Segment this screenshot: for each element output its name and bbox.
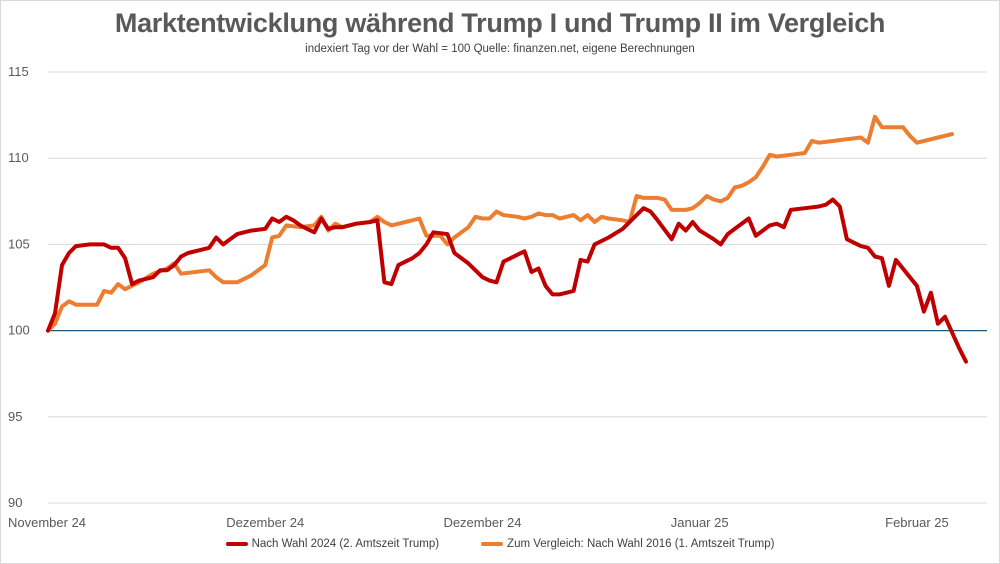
legend-swatch-2016 xyxy=(481,542,504,546)
y-tick-label-105: 105 xyxy=(8,236,30,251)
chart-subtitle: indexiert Tag vor der Wahl = 100 Quelle:… xyxy=(305,43,695,55)
legend-item-2024[interactable]: Nach Wahl 2024 (2. Amtszeit Trump) xyxy=(225,538,440,550)
y-tick-label-100: 100 xyxy=(8,323,30,338)
y-tick-label-95: 95 xyxy=(8,409,22,424)
x-tick-label-1: Dezember 24 xyxy=(226,515,304,530)
y-axis-ticks: 90 95 100 105 110 115 xyxy=(8,64,30,510)
legend-label-2024: Nach Wahl 2024 (2. Amtszeit Trump) xyxy=(251,538,440,550)
y-tick-label-90: 90 xyxy=(8,495,22,510)
legend-label-2016: Zum Vergleich: Nach Wahl 2016 (1. Amtsze… xyxy=(507,538,775,550)
x-axis-ticks: November 24 Dezember 24 Dezember 24 Januar … xyxy=(8,515,949,530)
legend-item-2016[interactable]: Zum Vergleich: Nach Wahl 2016 (1. Amtsze… xyxy=(481,538,774,550)
x-tick-label-4: Februar 25 xyxy=(885,515,949,530)
series-lines xyxy=(46,114,968,364)
y-tick-label-110: 110 xyxy=(8,150,29,165)
series-line-2016 xyxy=(46,114,954,333)
series-line-2024 xyxy=(46,197,968,364)
x-tick-label-2: Dezember 24 xyxy=(443,515,521,530)
x-tick-label-0: November 24 xyxy=(8,515,86,530)
x-tick-label-3: Januar 25 xyxy=(671,515,729,530)
legend-swatch-2024 xyxy=(225,542,248,546)
y-tick-label-115: 115 xyxy=(8,64,29,79)
chart-title: Marktentwicklung während Trump I und Tru… xyxy=(114,8,886,38)
legend: Nach Wahl 2024 (2. Amtszeit Trump) Zum V… xyxy=(0,538,1000,550)
gridlines xyxy=(48,71,987,504)
